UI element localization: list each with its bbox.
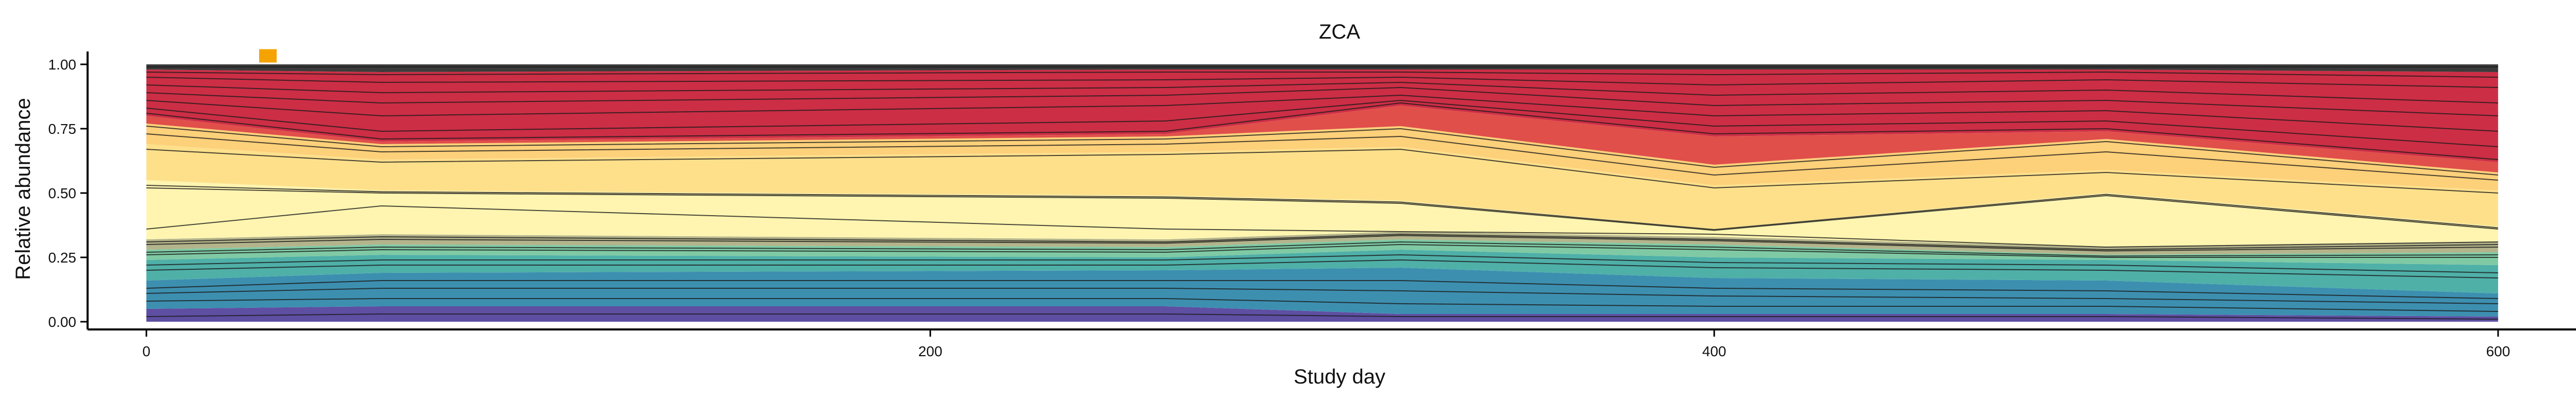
y-tick-label: 0.50 (48, 185, 77, 201)
area-band-1 (146, 268, 2498, 317)
boundary-line-7 (146, 241, 2498, 257)
x-tick-label: 600 (2486, 343, 2510, 359)
marker-point (259, 49, 277, 63)
boundary-lines (146, 66, 2498, 320)
area-band-0 (146, 306, 2498, 322)
axes: 0.00 0.25 0.50 0.75 1.00 0 200 400 600 (48, 51, 2576, 359)
boundary-line-11 (146, 187, 2498, 231)
boundary-line-19 (146, 86, 2498, 116)
boundary-line-5 (146, 254, 2498, 273)
boundary-line-1 (146, 298, 2498, 312)
boundary-line-17 (146, 99, 2498, 147)
x-axis-label: Study day (1294, 365, 1385, 388)
y-tick-label: 0.75 (48, 121, 77, 137)
boundary-line-20 (146, 81, 2498, 103)
x-tick-label: 200 (918, 343, 942, 359)
boundary-line-21 (146, 76, 2498, 88)
area-band-10 (146, 64, 2498, 72)
y-tick-label: 1.00 (48, 57, 77, 73)
boundary-line-9 (146, 233, 2498, 251)
boundary-line-8 (146, 235, 2498, 252)
boundary-line-6 (146, 243, 2498, 258)
y-ticks: 0.00 0.25 0.50 0.75 1.00 (48, 57, 88, 330)
chart-title: ZCA (1319, 21, 1360, 43)
x-ticks: 0 200 400 600 (142, 329, 2510, 359)
boundary-line-12 (146, 185, 2498, 231)
boundary-line-16 (146, 102, 2498, 160)
boundary-line-18 (146, 94, 2498, 132)
boundary-line-4 (146, 259, 2498, 278)
boundary-line-15 (146, 126, 2498, 176)
x-tick-label: 400 (1702, 343, 1726, 359)
boundary-line-14 (146, 133, 2498, 181)
boundary-line-0 (146, 313, 2498, 320)
boundary-line-10 (146, 205, 2498, 248)
x-tick-label: 0 (142, 343, 150, 359)
area-band-7 (146, 124, 2498, 190)
area-band-3 (146, 239, 2498, 265)
boundary-line-3 (146, 280, 2498, 299)
area-bands (146, 64, 2498, 322)
area-band-6 (146, 144, 2498, 229)
area-band-8 (146, 106, 2498, 172)
marker-layer (259, 49, 277, 63)
boundary-line-2 (146, 288, 2498, 304)
y-axis-label: Relative abundance (12, 98, 35, 280)
area-band-2 (146, 250, 2498, 293)
area-band-4 (146, 232, 2498, 255)
area-band-5 (146, 180, 2498, 247)
boundary-line-22 (146, 71, 2498, 78)
y-tick-label: 0.25 (48, 250, 77, 266)
boundary-line-13 (146, 148, 2498, 194)
y-tick-label: 0.00 (48, 314, 77, 330)
